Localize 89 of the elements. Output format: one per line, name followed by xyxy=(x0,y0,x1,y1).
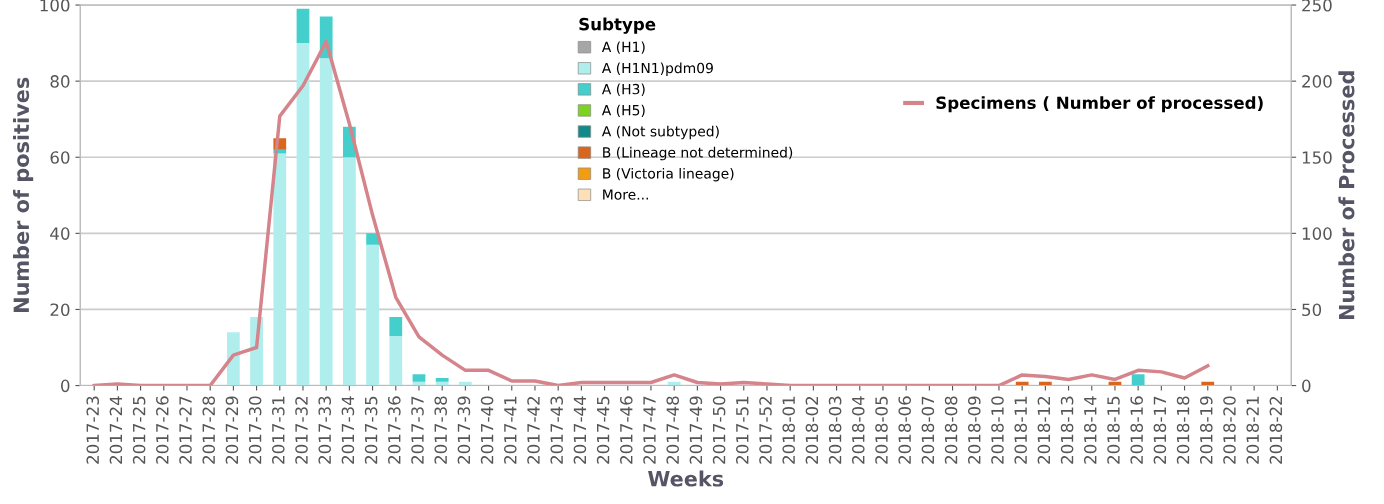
x-tick-label: 2017-34 xyxy=(341,396,355,464)
y2-tick-label: 150 xyxy=(1302,151,1332,164)
y-tick-label: 80 xyxy=(50,75,70,88)
x-tick-label: 2017-35 xyxy=(364,396,378,464)
legend-label: B (Victoria lineage) xyxy=(603,167,734,182)
bar xyxy=(273,153,287,386)
x-tick-label: 2018-18 xyxy=(1176,396,1190,464)
x-tick-label: 2017-41 xyxy=(504,396,517,464)
x-tick-label: 2018-02 xyxy=(805,396,819,464)
legend-label: More... xyxy=(603,189,648,200)
x-tick-label: 2017-45 xyxy=(596,396,610,464)
bar xyxy=(319,58,333,386)
x-tick-label: 2017-43 xyxy=(550,396,564,464)
bar xyxy=(296,8,310,44)
x-tick-label: 2018-04 xyxy=(852,396,865,464)
x-tick-label: 2018-16 xyxy=(1130,396,1143,464)
x-tick-label: 2017-37 xyxy=(411,396,424,464)
y2-tick-label: 100 xyxy=(1302,227,1332,240)
y2-tick-label: 200 xyxy=(1302,75,1332,88)
x-tick-label: 2017-36 xyxy=(388,396,401,464)
x-tick-label: 2017-49 xyxy=(689,396,703,464)
x-tick-label: 2017-46 xyxy=(620,396,633,464)
y2-tick-label: 250 xyxy=(1302,0,1332,12)
x-tick-label: 2017-29 xyxy=(225,396,239,464)
x-tick-label: 2017-42 xyxy=(527,396,540,464)
x-tick-label: 2017-33 xyxy=(318,396,332,464)
x-tick-label: 2017-47 xyxy=(643,396,656,464)
y-tick-label: 40 xyxy=(50,227,70,240)
x-tick-label: 2017-26 xyxy=(156,396,169,464)
bar xyxy=(389,336,403,386)
y-tick-label: 20 xyxy=(50,303,70,317)
y-axis-title: Number of positives xyxy=(13,77,34,312)
bar xyxy=(1131,374,1145,386)
x-tick-label: 2018-15 xyxy=(1107,396,1120,464)
x-tick-label: 2017-23 xyxy=(86,396,100,464)
x-tick-label: 2017-52 xyxy=(759,396,772,464)
x-tick-label: 2017-40 xyxy=(480,396,494,464)
bar xyxy=(435,377,449,382)
x-tick-label: 2018-11 xyxy=(1014,396,1027,464)
x-tick-label: 2017-38 xyxy=(434,396,448,464)
x-tick-label: 2017-25 xyxy=(132,396,146,464)
y-tick-label: 0 xyxy=(61,379,70,393)
x-tick-label: 2018-06 xyxy=(898,396,911,464)
x-tick-label: 2017-24 xyxy=(109,396,123,464)
bar xyxy=(343,157,356,386)
y-tick-label: 100 xyxy=(40,0,70,12)
x-axis-title: Weeks xyxy=(648,470,724,487)
x-tick-label: 2018-05 xyxy=(875,396,888,464)
y2-axis-title: Number of Processed xyxy=(1338,71,1355,320)
bar xyxy=(389,317,403,337)
x-tick-label: 2017-48 xyxy=(666,396,680,464)
x-tick-label: 2018-17 xyxy=(1153,396,1167,464)
x-tick-label: 2018-19 xyxy=(1199,396,1213,464)
x-tick-label: 2017-50 xyxy=(712,396,726,464)
x-tick-label: 2018-22 xyxy=(1269,396,1283,464)
x-tick-label: 2018-07 xyxy=(921,396,935,464)
bar xyxy=(412,374,426,382)
legend-label: A (H5) xyxy=(601,104,645,118)
x-tick-label: 2017-39 xyxy=(457,396,471,464)
bar xyxy=(366,244,379,386)
x-tick-label: 2017-28 xyxy=(202,396,216,464)
bar xyxy=(227,332,240,386)
x-tick-label: 2017-31 xyxy=(272,396,285,464)
legend-label: A (Not subtyped) xyxy=(601,125,719,140)
y2-tick-label: 0 xyxy=(1302,379,1311,393)
x-tick-label: 2018-10 xyxy=(991,396,1004,464)
legend-title: Subtype xyxy=(579,17,656,34)
legend-label: A (H3) xyxy=(601,83,645,96)
bar xyxy=(296,43,310,386)
x-tick-label: 2017-30 xyxy=(248,396,262,464)
x-tick-label: 2018-08 xyxy=(944,396,958,464)
x-tick-label: 2017-51 xyxy=(736,396,749,464)
x-tick-label: 2017-32 xyxy=(295,396,308,464)
x-tick-label: 2018-14 xyxy=(1083,396,1097,464)
x-tick-label: 2018-03 xyxy=(828,396,842,464)
legend-label: B (Lineage not determined) xyxy=(603,146,793,161)
legend-label: A (H1) xyxy=(601,41,645,54)
x-tick-label: 2018-12 xyxy=(1037,396,1051,464)
y2-tick-label: 50 xyxy=(1302,303,1322,317)
x-tick-label: 2018-21 xyxy=(1246,396,1259,464)
x-tick-label: 2017-44 xyxy=(573,396,587,464)
x-tick-label: 2018-13 xyxy=(1060,396,1074,464)
x-tick-label: 2018-01 xyxy=(782,396,795,464)
x-tick-label: 2018-09 xyxy=(967,396,981,464)
legend-label: Specimens ( Number of processed) xyxy=(936,96,1263,113)
legend-label: A (H1N1)pdm09 xyxy=(601,62,713,76)
x-tick-label: 2018-20 xyxy=(1223,396,1236,464)
y-tick-label: 60 xyxy=(50,151,70,164)
x-tick-label: 2017-27 xyxy=(179,396,192,464)
